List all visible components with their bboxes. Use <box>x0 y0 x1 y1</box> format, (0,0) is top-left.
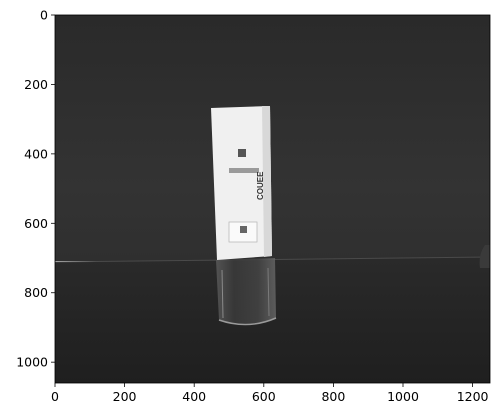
x-tick-label: 400 <box>182 389 206 404</box>
x-tick-label: 0 <box>51 389 59 404</box>
glass-object <box>216 258 277 326</box>
box-object: COUEE <box>211 106 272 260</box>
y-tick-label: 0 <box>40 8 48 23</box>
axes-frame <box>54 14 491 384</box>
y-tick-label: 800 <box>24 285 48 300</box>
box-mark-bottom <box>240 226 247 233</box>
y-tick-label: 400 <box>24 146 48 161</box>
x-tick-label: 800 <box>321 389 345 404</box>
y-tick-label: 600 <box>24 216 48 231</box>
right-edge-object <box>479 245 490 268</box>
box-stripe <box>229 168 259 173</box>
y-tick-label: 200 <box>24 77 48 92</box>
box-mark-top <box>238 149 246 157</box>
wall-region <box>55 15 490 261</box>
y-tick-label: 1000 <box>16 355 48 370</box>
x-tick-label: 1000 <box>387 389 419 404</box>
photo-image: COUEE <box>55 15 490 383</box>
box-text: COUEE <box>256 171 265 200</box>
y-axis: 0 200 400 600 800 1000 <box>16 8 55 370</box>
x-axis: 0 200 400 600 800 1000 1200 <box>51 383 489 404</box>
x-tick-label: 600 <box>252 389 276 404</box>
x-tick-label: 200 <box>113 389 137 404</box>
x-tick-label: 1200 <box>457 389 489 404</box>
